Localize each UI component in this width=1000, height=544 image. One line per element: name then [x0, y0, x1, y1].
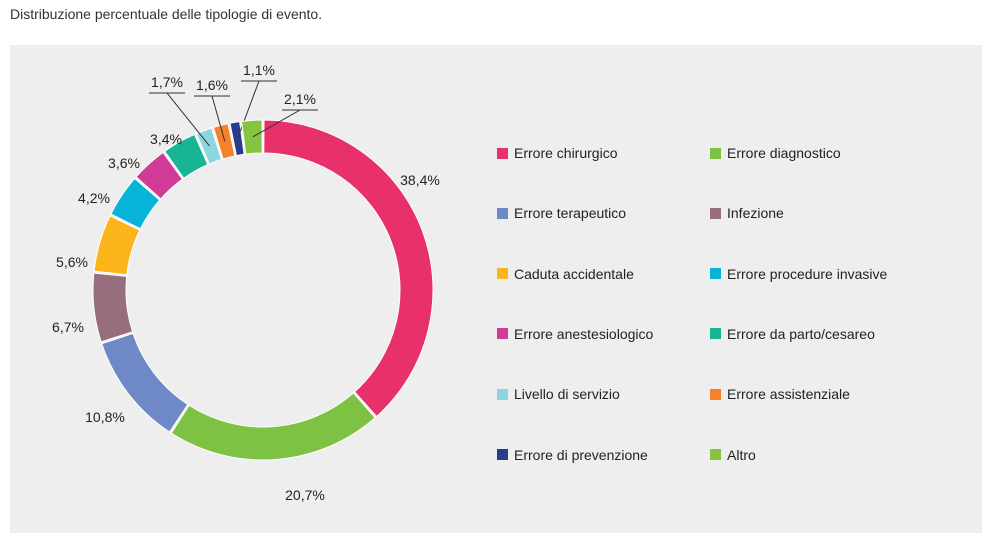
legend-swatch: [497, 388, 508, 400]
legend-item: Errore procedure invasive: [710, 266, 887, 282]
slice-label: 1,7%: [151, 74, 183, 90]
slice-label: 1,1%: [243, 62, 275, 78]
slice-errore-diagnostico: [170, 392, 376, 461]
slice-infezione: [92, 272, 134, 343]
legend-label: Livello di servizio: [514, 386, 620, 403]
leader-line: [237, 80, 277, 139]
slice-errore-procedure-invasive: [110, 177, 161, 230]
legend-swatch: [497, 268, 508, 280]
leader-line: [149, 92, 210, 147]
legend-swatch: [497, 207, 508, 219]
slice-label: 4,2%: [78, 190, 110, 206]
legend-label: Infezione: [727, 205, 784, 222]
legend-swatch: [710, 207, 721, 219]
slice-label: 1,6%: [196, 77, 228, 93]
chart-panel: 38,4% 20,7% 10,8% 6,7% 5,6% 4,2% 3,6% 3,4% 1,7% 1…: [10, 45, 982, 533]
slice-label: 38,4%: [400, 172, 440, 188]
legend-item: Errore da parto/cesareo: [710, 326, 875, 342]
slice-errore-chirurgico: [263, 119, 434, 418]
legend-label: Errore chirurgico: [514, 145, 618, 161]
legend-item: Livello di servizio: [497, 386, 620, 402]
slice-label: 3,6%: [108, 155, 140, 171]
legend-swatch: [710, 328, 721, 340]
legend-item: Errore chirurgico: [497, 145, 617, 161]
legend-swatch: [497, 328, 508, 340]
legend-swatch: [497, 147, 508, 159]
donut-chart: 38,4% 20,7% 10,8% 6,7% 5,6% 4,2% 3,6% 3,4% 1,7% 1…: [52, 62, 440, 503]
legend-item: Errore anestesiologico: [497, 326, 653, 342]
slice-altro: [241, 119, 263, 155]
slice-label: 3,4%: [150, 131, 182, 147]
legend-item: Infezione: [710, 205, 784, 221]
legend-item: Errore assistenziale: [710, 386, 850, 402]
legend-item: Errore terapeutico: [497, 205, 626, 221]
legend-swatch: [497, 449, 508, 460]
legend-label: Errore procedure invasive: [727, 265, 888, 282]
legend-item: Errore di prevenzione: [497, 447, 648, 463]
legend-item: Caduta accidentale: [497, 266, 634, 282]
slice-label: 2,1%: [284, 91, 316, 107]
slice-caduta-accidentale: [93, 215, 141, 276]
page-title: Distribuzione percentuale delle tipologi…: [10, 6, 323, 22]
legend-swatch: [710, 449, 721, 460]
legend-label: Errore diagnostico: [727, 145, 841, 161]
legend-item: Errore diagnostico: [710, 145, 841, 161]
legend-label: Errore di prevenzione: [514, 446, 648, 463]
leader-line: [252, 109, 318, 138]
slice-label: 5,6%: [56, 254, 88, 270]
slice-errore-terapeutico: [101, 332, 189, 433]
legend-label: Errore terapeutico: [514, 205, 627, 222]
slice-label: 20,7%: [285, 487, 325, 503]
slice-errore-da-parto-cesareo: [163, 133, 209, 179]
legend-label: Caduta accidentale: [514, 265, 634, 282]
leader-line: [194, 95, 230, 142]
legend-swatch: [710, 147, 721, 159]
legend-swatch: [710, 388, 721, 400]
legend-label: Errore da parto/cesareo: [727, 325, 875, 342]
slice-label: 10,8%: [85, 409, 125, 425]
legend-label: Errore assistenziale: [727, 386, 850, 403]
slice-errore-anestesiologico: [135, 151, 184, 200]
legend-label: Altro: [727, 446, 756, 463]
legend-item: Altro: [710, 447, 756, 463]
legend-label: Errore anestesiologico: [514, 325, 654, 342]
slice-label: 6,7%: [52, 319, 84, 335]
legend-swatch: [710, 268, 721, 280]
slice-errore-assistenziale: [212, 123, 236, 160]
